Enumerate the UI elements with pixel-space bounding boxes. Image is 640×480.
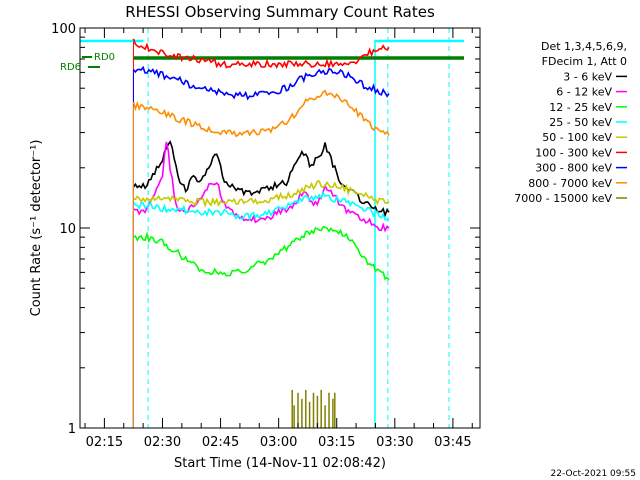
y-tick-label-0: 1 bbox=[68, 422, 76, 437]
axes: 1 10 100 02:15 02:30 02:45 03:00 03:15 03:30 03:4… bbox=[51, 22, 481, 450]
flag-label-rd6: RD6 bbox=[60, 62, 81, 73]
x-tick-label-0: 02:15 bbox=[86, 435, 123, 450]
axes-frame bbox=[79, 27, 481, 429]
x-tick-label-5: 03:30 bbox=[376, 435, 413, 450]
legend-label-8: 7000 - 15000 keV bbox=[514, 192, 612, 205]
plot-area bbox=[80, 28, 464, 428]
series-line-4 bbox=[133, 180, 390, 209]
series-line-1 bbox=[133, 141, 390, 233]
flag-label-rd0: RD0 bbox=[94, 52, 115, 63]
series-line-6 bbox=[132, 65, 390, 101]
x-tick-label-2: 02:45 bbox=[202, 435, 239, 450]
y-tick-label-1: 10 bbox=[59, 222, 76, 237]
series-line-3 bbox=[132, 191, 390, 222]
legend-label-3: 25 - 50 keV bbox=[549, 116, 612, 129]
series-line-7 bbox=[132, 89, 390, 138]
x-tick-label-6: 03:45 bbox=[434, 435, 471, 450]
legend-label-7: 800 - 7000 keV bbox=[528, 177, 612, 190]
legend-label-4: 50 - 100 keV bbox=[542, 131, 612, 144]
footer-timestamp: 22-Oct-2021 09:55 bbox=[551, 469, 636, 479]
series-line-2 bbox=[133, 225, 390, 281]
legend-header-0: Det 1,3,4,5,6,9, bbox=[541, 40, 627, 53]
legend-label-1: 6 - 12 keV bbox=[556, 86, 612, 99]
legend-label-5: 100 - 300 keV bbox=[535, 146, 612, 159]
x-tick-label-1: 02:30 bbox=[144, 435, 181, 450]
x-tick-label-3: 03:00 bbox=[260, 435, 297, 450]
y-axis-label: Count Rate (s⁻¹ detector⁻¹) bbox=[29, 140, 44, 317]
legend-label-6: 300 - 800 keV bbox=[535, 162, 612, 175]
legend: Det 1,3,4,5,6,9, FDecim 1, Att 0 3 - 6 keV… bbox=[514, 40, 627, 205]
x-tick-label-4: 03:15 bbox=[318, 435, 355, 450]
series-line-5 bbox=[132, 38, 390, 70]
legend-label-0: 3 - 6 keV bbox=[563, 70, 612, 83]
legend-header-1: FDecim 1, Att 0 bbox=[542, 55, 627, 68]
x-axis-label: Start Time (14-Nov-11 02:08:42) bbox=[174, 456, 386, 471]
chart-title: RHESSI Observing Summary Count Rates bbox=[125, 3, 435, 21]
y-tick-label-2: 100 bbox=[51, 22, 76, 37]
legend-label-2: 12 - 25 keV bbox=[549, 101, 612, 114]
series-line-8 bbox=[291, 389, 336, 428]
